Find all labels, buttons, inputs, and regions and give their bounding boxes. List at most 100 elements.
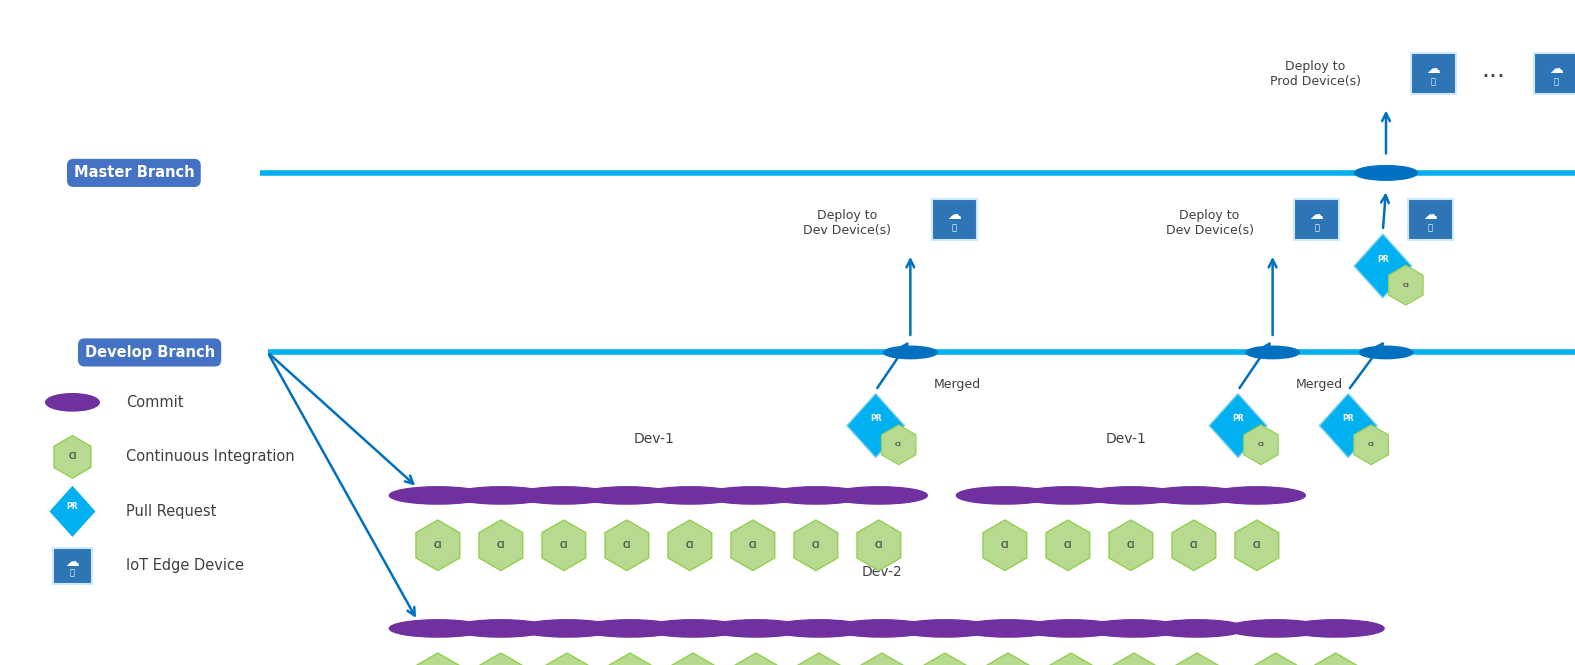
Text: Deploy to
Dev Device(s): Deploy to Dev Device(s) (803, 209, 891, 237)
Text: ⎕: ⎕ (1553, 77, 1559, 86)
Polygon shape (1254, 653, 1298, 665)
Polygon shape (671, 653, 715, 665)
Text: CI: CI (496, 541, 506, 550)
Polygon shape (797, 653, 841, 665)
Text: ☁: ☁ (1550, 62, 1562, 76)
Ellipse shape (578, 487, 676, 504)
FancyBboxPatch shape (932, 199, 976, 240)
Ellipse shape (452, 487, 550, 504)
FancyBboxPatch shape (1534, 53, 1575, 94)
Text: PR: PR (869, 414, 882, 424)
Ellipse shape (1022, 620, 1120, 637)
Text: ☁: ☁ (1310, 208, 1323, 222)
Ellipse shape (1287, 620, 1384, 637)
Text: Dev-1: Dev-1 (633, 432, 674, 446)
Polygon shape (479, 520, 523, 571)
Ellipse shape (518, 620, 616, 637)
Polygon shape (1172, 520, 1216, 571)
Polygon shape (847, 394, 904, 458)
FancyBboxPatch shape (52, 548, 93, 584)
Ellipse shape (1359, 346, 1413, 358)
FancyBboxPatch shape (1295, 199, 1339, 240)
Ellipse shape (389, 620, 487, 637)
Text: CI: CI (1367, 442, 1375, 448)
Ellipse shape (515, 487, 613, 504)
Polygon shape (1112, 653, 1156, 665)
Text: CI: CI (748, 541, 758, 550)
Text: CI: CI (874, 541, 884, 550)
Polygon shape (983, 520, 1027, 571)
Text: IoT Edge Device: IoT Edge Device (126, 559, 244, 573)
Polygon shape (545, 653, 589, 665)
Ellipse shape (581, 620, 679, 637)
Polygon shape (1235, 520, 1279, 571)
Text: Dev-1: Dev-1 (1106, 432, 1147, 446)
Ellipse shape (1208, 487, 1306, 504)
Ellipse shape (707, 620, 805, 637)
Ellipse shape (1227, 620, 1325, 637)
Polygon shape (731, 520, 775, 571)
Polygon shape (882, 425, 917, 465)
Polygon shape (608, 653, 652, 665)
Text: Master Branch: Master Branch (74, 166, 194, 180)
Polygon shape (1354, 425, 1389, 465)
Text: PR: PR (1377, 255, 1389, 264)
Polygon shape (1049, 653, 1093, 665)
Polygon shape (923, 653, 967, 665)
Polygon shape (605, 520, 649, 571)
Text: CI: CI (68, 452, 77, 462)
Ellipse shape (46, 394, 99, 411)
Text: Deploy to
Prod Device(s): Deploy to Prod Device(s) (1269, 61, 1361, 88)
Text: CI: CI (1063, 541, 1073, 550)
Text: CI: CI (1189, 541, 1199, 550)
Text: ⎕: ⎕ (1314, 223, 1320, 233)
Text: CI: CI (433, 541, 443, 550)
Text: ☁: ☁ (1427, 62, 1440, 76)
Ellipse shape (1145, 487, 1243, 504)
FancyBboxPatch shape (1408, 199, 1452, 240)
Polygon shape (1109, 520, 1153, 571)
Text: Dev-2: Dev-2 (862, 565, 902, 579)
Polygon shape (1320, 394, 1377, 458)
Text: CI: CI (559, 541, 569, 550)
Polygon shape (794, 520, 838, 571)
Polygon shape (416, 653, 460, 665)
Ellipse shape (833, 620, 931, 637)
Ellipse shape (1019, 487, 1117, 504)
Ellipse shape (770, 620, 868, 637)
Polygon shape (542, 520, 586, 571)
Text: ☁: ☁ (948, 208, 961, 222)
Text: CI: CI (895, 442, 902, 448)
Polygon shape (668, 520, 712, 571)
Text: Pull Request: Pull Request (126, 504, 216, 519)
Polygon shape (1354, 234, 1411, 298)
Ellipse shape (389, 487, 487, 504)
Text: Deploy to
Dev Device(s): Deploy to Dev Device(s) (1166, 209, 1254, 237)
Ellipse shape (1085, 620, 1183, 637)
Ellipse shape (896, 620, 994, 637)
Polygon shape (49, 485, 96, 538)
Text: Commit: Commit (126, 395, 184, 410)
Text: Merged: Merged (1296, 378, 1343, 391)
Text: CI: CI (1402, 283, 1410, 288)
Text: CI: CI (1252, 541, 1262, 550)
Text: ⎕: ⎕ (1430, 77, 1436, 86)
Ellipse shape (830, 487, 928, 504)
Ellipse shape (767, 487, 865, 504)
Text: ⎕: ⎕ (1427, 223, 1433, 233)
Ellipse shape (1354, 166, 1418, 180)
Text: PR: PR (66, 502, 79, 511)
Polygon shape (416, 520, 460, 571)
Text: PR: PR (1342, 414, 1354, 424)
Polygon shape (860, 653, 904, 665)
Ellipse shape (1148, 620, 1246, 637)
Text: ☁: ☁ (1424, 208, 1436, 222)
Text: CI: CI (811, 541, 821, 550)
Ellipse shape (1246, 346, 1299, 358)
Text: CI: CI (1000, 541, 1010, 550)
Ellipse shape (704, 487, 802, 504)
Polygon shape (1046, 520, 1090, 571)
Polygon shape (1314, 653, 1358, 665)
Ellipse shape (641, 487, 739, 504)
Polygon shape (1175, 653, 1219, 665)
